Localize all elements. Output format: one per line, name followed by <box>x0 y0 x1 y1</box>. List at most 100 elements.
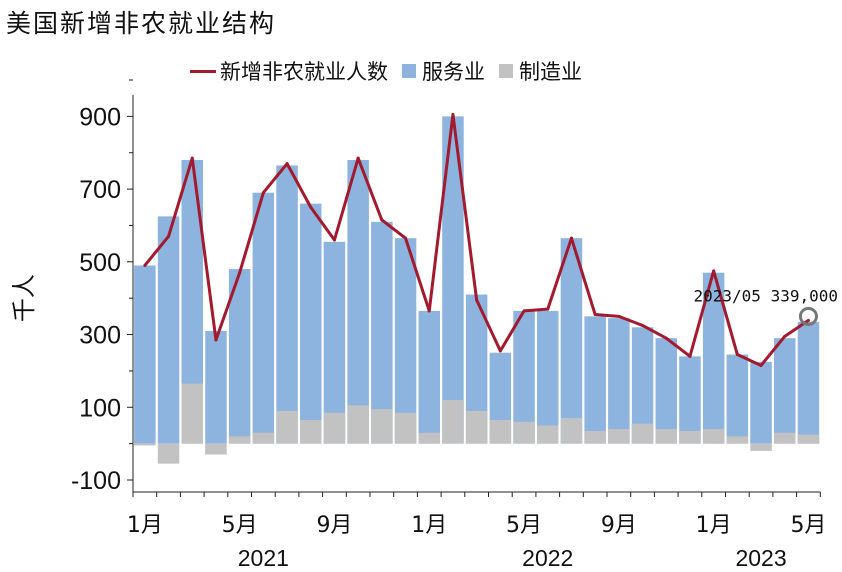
payrolls-point <box>214 338 218 342</box>
y-axis-title: 千人 <box>10 274 38 322</box>
payrolls-point <box>404 236 408 240</box>
services-bar <box>513 310 535 444</box>
payrolls-point <box>759 363 763 367</box>
payrolls-point <box>546 307 550 311</box>
manufacturing-bar <box>181 383 203 444</box>
payrolls-point <box>427 309 431 313</box>
payrolls-point <box>712 269 716 273</box>
y-tick-label: 100 <box>79 394 121 422</box>
x-tick-label: 9月 <box>316 513 352 538</box>
manufacturing-bar <box>655 429 677 444</box>
payrolls-point <box>451 113 455 117</box>
services-bar <box>347 160 369 444</box>
manufacturing-bar <box>371 409 393 444</box>
manufacturing-bar <box>442 400 464 444</box>
y-tick-label: 300 <box>79 322 121 350</box>
payrolls-point <box>617 314 621 318</box>
services-bar <box>276 165 298 444</box>
services-bar <box>750 361 772 444</box>
payrolls-point <box>735 353 739 357</box>
services-bar <box>394 238 417 444</box>
manufacturing-bar <box>774 432 796 444</box>
services-bar <box>774 338 796 444</box>
manufacturing-bar <box>489 420 512 444</box>
annotation-marker <box>798 306 818 326</box>
services-bar <box>323 241 346 444</box>
legend-label-manufacturing: 制造业 <box>519 60 582 84</box>
payrolls-point <box>143 263 147 267</box>
payrolls-point <box>380 218 384 222</box>
legend-manufacturing-swatch <box>499 64 513 78</box>
services-bar <box>442 116 464 444</box>
manufacturing-bar <box>276 410 298 444</box>
payrolls-point <box>593 313 597 317</box>
services-bar <box>797 321 820 444</box>
services-bar <box>584 316 606 444</box>
legend-label-services: 服务业 <box>422 60 485 84</box>
y-tick-label: 500 <box>79 249 121 277</box>
manufacturing-bar <box>252 432 275 444</box>
payrolls-point <box>498 349 502 353</box>
manufacturing-bar <box>679 430 701 444</box>
manufacturing-bar <box>702 429 725 444</box>
payrolls-point <box>285 162 289 166</box>
payrolls-point <box>190 156 194 160</box>
services-bar <box>631 327 654 444</box>
manufacturing-bar <box>537 425 559 444</box>
services-bar <box>608 318 630 444</box>
x-tick-label: 5月 <box>222 513 258 538</box>
x-tick-label: 5月 <box>790 513 826 538</box>
manufacturing-bar <box>465 410 488 444</box>
payrolls-point <box>356 156 360 160</box>
services-bar <box>418 310 440 444</box>
services-bar <box>537 310 559 444</box>
manufacturing-bar <box>300 420 322 444</box>
legend-item-services: 服务业 <box>402 56 485 86</box>
payrolls-point <box>238 271 242 275</box>
services-bar <box>655 338 677 444</box>
x-tick-label: 9月 <box>601 513 637 538</box>
manufacturing-bar <box>726 436 749 444</box>
services-bar <box>560 238 583 444</box>
manufacturing-bar <box>228 436 251 444</box>
payrolls-point <box>569 236 573 240</box>
manufacturing-bar <box>584 430 606 444</box>
manufacturing-bar <box>608 429 630 444</box>
payrolls-point <box>475 298 479 302</box>
services-bar <box>300 203 322 444</box>
manufacturing-bar <box>750 443 772 451</box>
x-tick-label: 1月 <box>696 513 732 538</box>
manufacturing-bar <box>797 434 820 444</box>
y-tick-label: 700 <box>79 176 121 204</box>
services-bar <box>726 354 749 444</box>
y-tick-label: -100 <box>71 467 121 495</box>
services-bar <box>702 272 725 444</box>
legend-services-swatch <box>402 64 416 78</box>
x-tick-label: 1月 <box>127 513 163 538</box>
services-bar <box>465 294 488 444</box>
manufacturing-bar <box>394 412 417 444</box>
payrolls-point <box>167 234 171 238</box>
payrolls-point <box>783 334 787 338</box>
payrolls-point <box>261 191 265 195</box>
services-bar <box>205 330 227 444</box>
manufacturing-bar <box>418 432 440 444</box>
annotation-label: 2023/05 339,000 <box>694 286 839 305</box>
manufacturing-bar <box>631 423 654 444</box>
x-year-label: 2021 <box>238 545 289 571</box>
manufacturing-bar <box>205 443 227 455</box>
payrolls-point <box>309 205 313 209</box>
payrolls-point <box>332 238 336 242</box>
services-bar <box>228 269 251 444</box>
services-bar <box>134 265 156 444</box>
manufacturing-bar <box>347 405 369 444</box>
payrolls-point <box>688 354 692 358</box>
x-tick-label: 5月 <box>506 513 542 538</box>
services-bar <box>157 216 180 444</box>
manufacturing-bar <box>157 443 180 464</box>
x-year-label: 2023 <box>735 545 786 571</box>
payrolls-point <box>522 309 526 313</box>
x-tick-label: 1月 <box>411 513 447 538</box>
manufacturing-bar <box>513 421 535 444</box>
